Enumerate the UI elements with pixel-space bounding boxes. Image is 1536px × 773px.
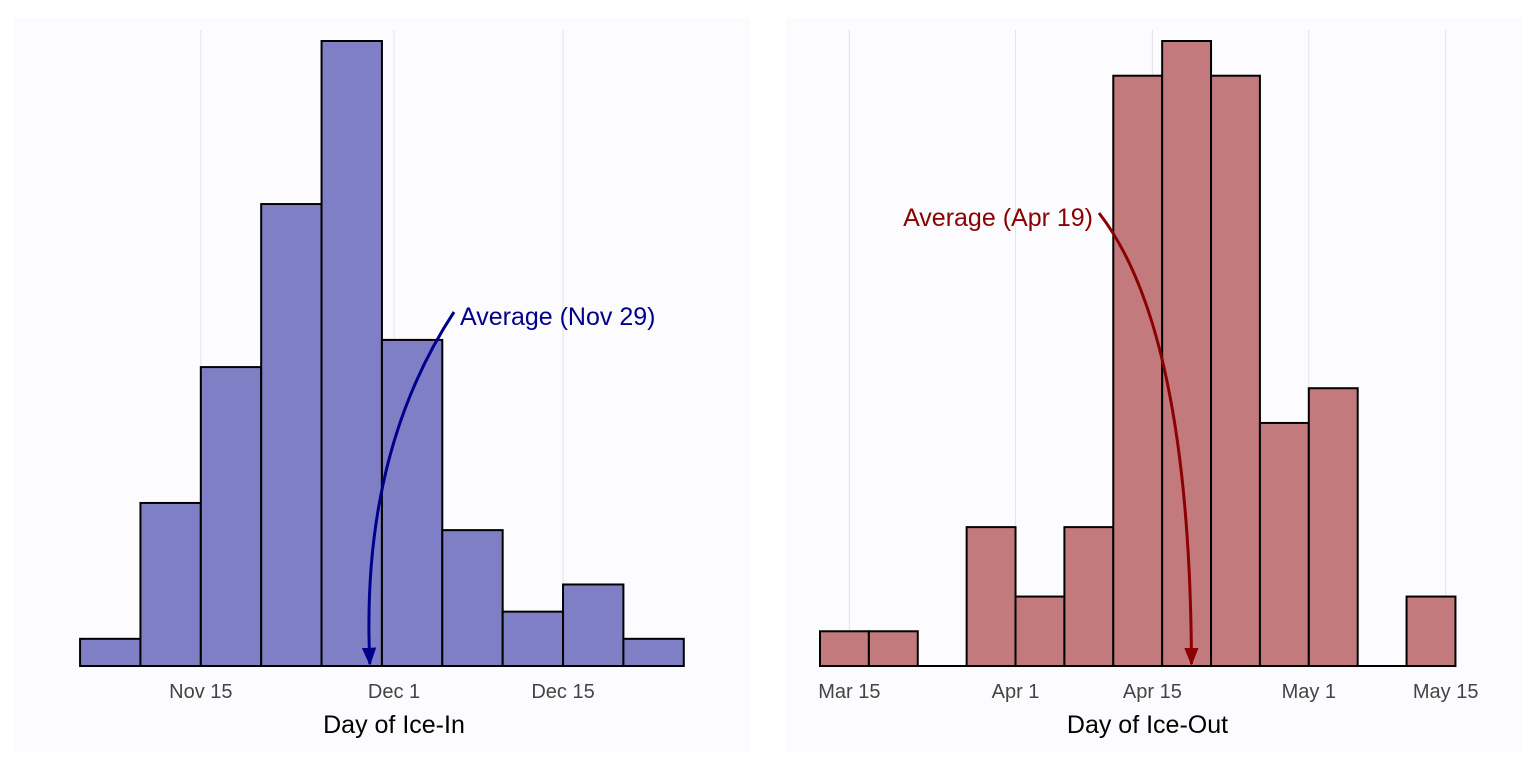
- histogram-bar: [320, 40, 383, 667]
- x-axis-title: Day of Ice-Out: [1067, 711, 1228, 739]
- x-axis-title: Day of Ice-In: [323, 711, 465, 739]
- histogram-bar: [965, 526, 1017, 667]
- histogram-bar: [562, 583, 625, 668]
- ice-in-histogram: Nov 15 Dec 1 Dec 15 Day of Ice-In Average (N…: [14, 18, 750, 752]
- average-annotation: Average (Apr 19): [903, 204, 1093, 232]
- x-tick-label: Apr 1: [992, 681, 1040, 703]
- average-annotation: Average (Nov 29): [460, 303, 655, 331]
- x-tick-label: Mar 15: [818, 681, 880, 703]
- histogram-bar: [1161, 40, 1213, 667]
- ice-out-histogram: Mar 15 Apr 1 Apr 15 May 1 May 15 Day of Ice-O…: [786, 18, 1522, 752]
- histogram-bar: [622, 637, 685, 668]
- average-arrow: [1097, 212, 1199, 666]
- histogram-bar: [867, 630, 919, 667]
- x-tick-label: Dec 1: [368, 681, 420, 703]
- histogram-bar: [139, 501, 202, 667]
- x-tick-label: Apr 15: [1123, 681, 1182, 703]
- histogram-bar: [501, 610, 565, 667]
- histogram-bar: [79, 637, 142, 668]
- histogram-bar: [819, 630, 870, 667]
- histogram-bar: [1307, 387, 1359, 667]
- histogram-bar: [441, 529, 504, 667]
- x-tick-label: May 15: [1413, 681, 1479, 703]
- histogram-bar: [1014, 595, 1066, 667]
- average-arrow: [361, 311, 456, 666]
- histogram-bar: [260, 203, 323, 667]
- histogram-bar: [1405, 595, 1457, 667]
- histogram-bar: [199, 366, 263, 667]
- x-tick-label: Dec 15: [531, 681, 594, 703]
- histogram-bar: [1112, 74, 1164, 667]
- histogram-bar: [1210, 74, 1261, 667]
- histogram-bar: [1063, 526, 1115, 667]
- x-tick-label: May 1: [1282, 681, 1336, 703]
- x-tick-label: Nov 15: [169, 681, 232, 703]
- histogram-bar: [1258, 421, 1310, 668]
